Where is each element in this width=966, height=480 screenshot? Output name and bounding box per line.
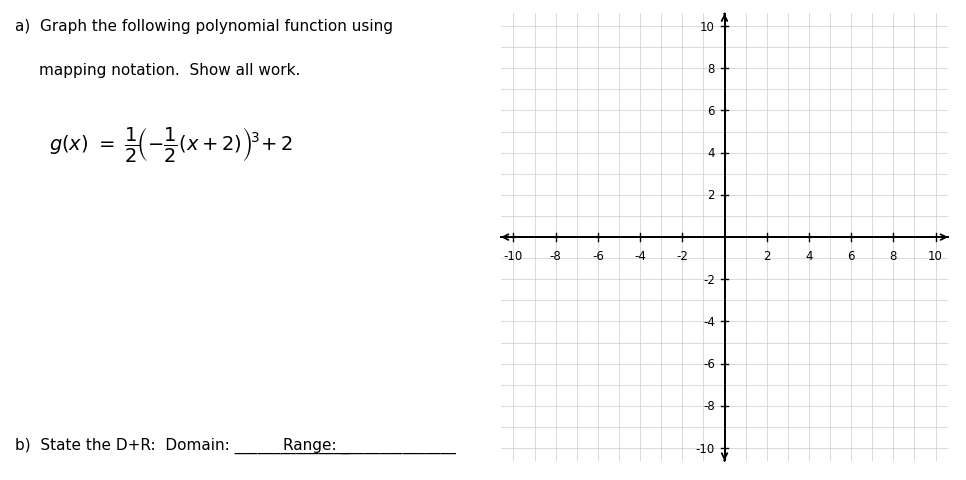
Text: 2: 2	[763, 249, 771, 262]
Text: $g(x) \ = \ \dfrac{1}{2}\!\left(-\dfrac{1}{2}(x + 2)\right)^{\!3}\! + 2$: $g(x) \ = \ \dfrac{1}{2}\!\left(-\dfrac{…	[48, 125, 293, 164]
Text: mapping notation.  Show all work.: mapping notation. Show all work.	[39, 62, 300, 77]
Text: 2: 2	[707, 189, 715, 202]
Text: -10: -10	[504, 249, 524, 262]
Text: a)  Graph the following polynomial function using: a) Graph the following polynomial functi…	[14, 19, 392, 34]
Text: b)  State the D+R:  Domain: _______________: b) State the D+R: Domain: ______________…	[14, 437, 349, 453]
Text: 4: 4	[707, 147, 715, 160]
Text: -2: -2	[703, 273, 715, 286]
Text: 10: 10	[700, 21, 715, 34]
Text: -4: -4	[634, 249, 646, 262]
Text: 8: 8	[890, 249, 897, 262]
Text: 10: 10	[928, 249, 943, 262]
Text: -6: -6	[703, 358, 715, 371]
Text: 6: 6	[707, 105, 715, 118]
Text: -2: -2	[676, 249, 688, 262]
Text: -10: -10	[696, 442, 715, 455]
Text: 6: 6	[847, 249, 855, 262]
Text: -8: -8	[550, 249, 561, 262]
Text: 8: 8	[708, 63, 715, 76]
Text: -4: -4	[703, 315, 715, 328]
Text: 4: 4	[805, 249, 812, 262]
Text: -6: -6	[592, 249, 604, 262]
Text: Range: _______________: Range: _______________	[283, 437, 456, 453]
Text: -8: -8	[703, 399, 715, 412]
